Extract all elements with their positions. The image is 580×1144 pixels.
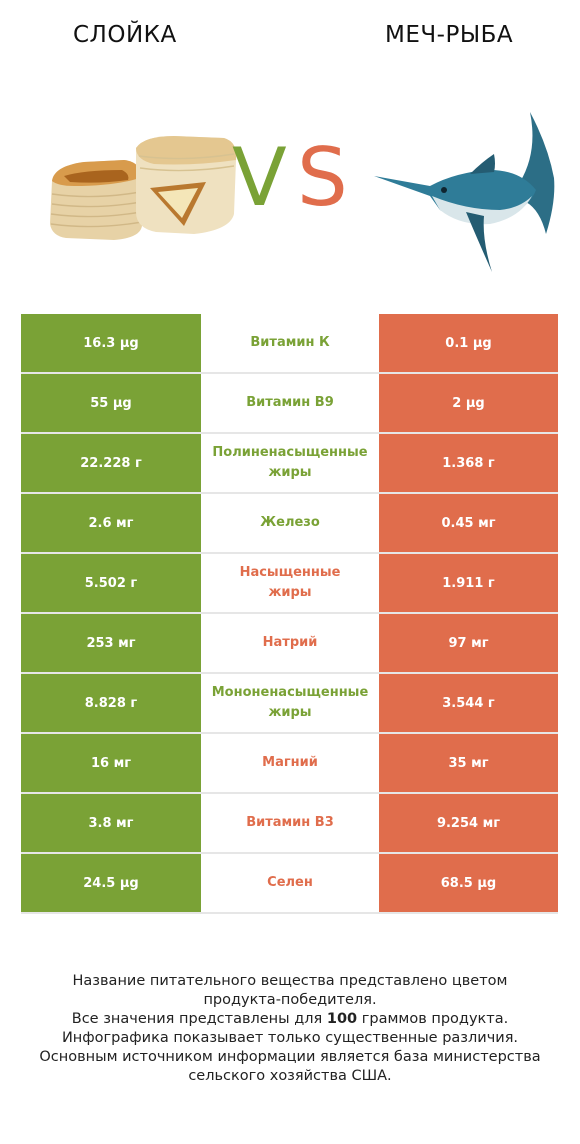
footer-line: Название питательного вещества представл…	[72, 973, 508, 989]
nutrient-row: 5.502 г Насыщенные жиры 1.911 г	[21, 553, 558, 614]
nutrient-name: Мононенасыщенные жиры	[201, 673, 379, 734]
nutrient-name-line: жиры	[268, 465, 312, 480]
nutrient-name-line: Железо	[260, 515, 320, 530]
footer-bold-number: 100	[326, 1011, 358, 1027]
left-value: 16.3 µg	[21, 314, 201, 374]
nutrient-name-line: Селен	[267, 875, 313, 890]
right-value: 1.911 г	[379, 553, 558, 614]
footer-line: Инфографика показывает только существенн…	[61, 1030, 519, 1046]
left-value: 8.828 г	[21, 673, 201, 734]
footer-text: Все значения представлены для	[71, 1011, 327, 1027]
left-value: 16 мг	[21, 733, 201, 794]
nutrient-name: Полиненасыщенные жиры	[201, 433, 379, 494]
right-value: 35 мг	[379, 733, 558, 794]
right-product-title: МЕЧ-РЫБА	[385, 22, 514, 48]
nutrient-name-line: Витамин B3	[246, 815, 334, 830]
nutrient-row: 16.3 µg Витамин К 0.1 µg	[21, 314, 558, 374]
left-value: 3.8 мг	[21, 793, 201, 854]
nutrient-name: Насыщенные жиры	[201, 553, 379, 614]
swordfish-image	[374, 112, 555, 272]
left-value: 253 мг	[21, 613, 201, 674]
nutrient-row: 22.228 г Полиненасыщенные жиры 1.368 г	[21, 433, 558, 494]
left-value: 2.6 мг	[21, 493, 201, 554]
right-value: 3.544 г	[379, 673, 558, 734]
footer-note: Название питательного вещества представл…	[20, 972, 560, 1086]
right-value: 2 µg	[379, 373, 558, 434]
footer-text: граммов продукта.	[357, 1011, 509, 1027]
left-value: 24.5 µg	[21, 853, 201, 914]
right-value: 0.1 µg	[379, 314, 558, 374]
nutrient-row: 253 мг Натрий 97 мг	[21, 613, 558, 674]
nutrient-name-line: Витамин B9	[246, 395, 334, 410]
nutrient-name-line: Мононенасыщенные	[211, 685, 369, 700]
nutrient-name: Витамин B9	[201, 373, 379, 434]
left-value: 55 µg	[21, 373, 201, 434]
footer-line: продукта-победителя.	[203, 992, 377, 1008]
nutrient-name-line: Натрий	[262, 635, 318, 650]
left-value: 5.502 г	[21, 553, 201, 614]
nutrient-name: Железо	[201, 493, 379, 554]
right-value: 0.45 мг	[379, 493, 558, 554]
nutrient-name-line: жиры	[268, 705, 312, 720]
nutrient-name-line: Насыщенные	[239, 565, 341, 580]
vs-letter-v: V	[232, 131, 287, 224]
nutrient-row: 16 мг Магний 35 мг	[21, 733, 558, 794]
nutrient-name-line: Полиненасыщенные	[212, 445, 368, 460]
footer-line: сельского хозяйства США.	[188, 1068, 392, 1084]
puff-pastry-image	[50, 136, 237, 240]
nutrient-name: Селен	[201, 853, 379, 914]
footer-line: Все значения представлены для 100 граммо…	[20, 1010, 560, 1029]
nutrient-name-line: Витамин К	[250, 335, 330, 350]
right-value: 9.254 мг	[379, 793, 558, 854]
nutrient-row: 2.6 мг Железо 0.45 мг	[21, 493, 558, 554]
nutrient-name: Магний	[201, 733, 379, 794]
left-value: 22.228 г	[21, 433, 201, 494]
nutrient-row: 3.8 мг Витамин B3 9.254 мг	[21, 793, 558, 854]
nutrient-name-line: Магний	[262, 755, 318, 770]
nutrient-name-line: жиры	[268, 585, 312, 600]
nutrient-name: Витамин B3	[201, 793, 379, 854]
footer-line: Основным источником информации является …	[39, 1049, 541, 1065]
nutrient-comparison-table: 16.3 µg Витамин К 0.1 µg 55 µg Витамин B9 2 µ…	[21, 314, 558, 914]
right-value: 97 мг	[379, 613, 558, 674]
nutrient-row: 55 µg Витамин B9 2 µg	[21, 373, 558, 434]
nutrient-name: Натрий	[201, 613, 379, 674]
left-product-title: СЛОЙКА	[73, 22, 177, 48]
nutrient-row: 24.5 µg Селен 68.5 µg	[21, 853, 558, 914]
nutrient-row: 8.828 г Мононенасыщенные жиры 3.544 г	[21, 673, 558, 734]
right-value: 68.5 µg	[379, 853, 558, 914]
nutrient-name: Витамин К	[201, 314, 379, 374]
right-value: 1.368 г	[379, 433, 558, 494]
vs-letter-s: S	[297, 131, 348, 224]
